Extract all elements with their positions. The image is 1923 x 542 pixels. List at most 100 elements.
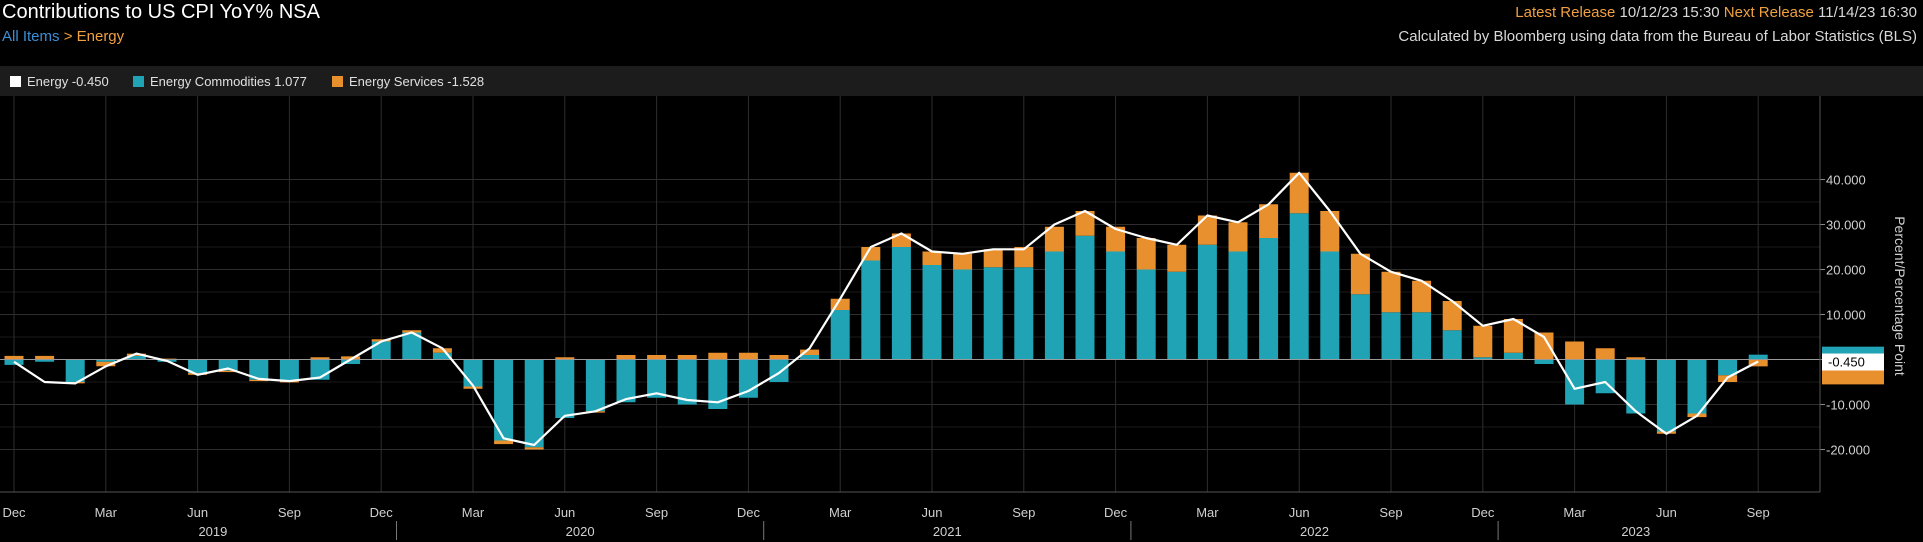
services-bar [249, 379, 269, 382]
legend-value: -0.450 [71, 74, 109, 89]
commodities-bar [279, 359, 299, 382]
services-bar [738, 352, 758, 360]
commodities-bar [188, 359, 208, 373]
commodities-bar [65, 359, 85, 382]
commodities-bar [1626, 359, 1646, 414]
commodities-bar [1687, 359, 1707, 414]
y-tick-label: 20.000 [1826, 263, 1866, 278]
services-bar [1044, 226, 1064, 252]
services-bar [1503, 319, 1523, 353]
year-label: 2019 [198, 524, 227, 539]
commodities-bar [1718, 359, 1738, 376]
services-bar [983, 249, 1003, 268]
services-bar [1014, 247, 1034, 268]
commodities-bar [1197, 244, 1217, 360]
services-bar [1626, 357, 1646, 360]
commodities-bar [861, 260, 881, 360]
services-bar [310, 357, 330, 360]
x-tick-label: Mar [462, 505, 485, 520]
legend-bar: Energy -0.450 Energy Commodities 1.077 E… [0, 66, 1923, 96]
contributions-chart[interactable]: 40.00030.00020.00010.0000.000-10.000-20.… [0, 96, 1923, 542]
legend-item-energy[interactable]: Energy -0.450 [10, 74, 109, 89]
energy-commodities-swatch [133, 76, 144, 87]
services-bar [1473, 325, 1493, 358]
services-bar [494, 440, 514, 445]
legend-item-energy-commodities[interactable]: Energy Commodities 1.077 [133, 74, 307, 89]
legend-item-energy-services[interactable]: Energy Services -1.528 [332, 74, 484, 89]
year-label: 2022 [1300, 524, 1329, 539]
services-bar [1136, 238, 1156, 270]
commodities-bar [1167, 271, 1187, 360]
services-bar [647, 355, 667, 360]
services-bar [830, 298, 850, 310]
x-tick-label: Mar [829, 505, 852, 520]
commodities-bar [463, 359, 483, 387]
commodities-bar [769, 359, 789, 382]
services-bar [616, 355, 636, 360]
commodities-bar [96, 359, 116, 362]
x-tick-label: Jun [1656, 505, 1677, 520]
services-value-tag [1822, 370, 1884, 385]
breadcrumb-root-link[interactable]: All Items [2, 28, 60, 45]
commodities-bar [1044, 251, 1064, 360]
commodities-bar [524, 359, 544, 448]
commodities-bar [35, 359, 55, 362]
legend-label: Energy Services [349, 74, 444, 89]
services-bar [432, 348, 452, 353]
release-info: Latest Release 10/12/23 15:30 Next Relea… [1515, 4, 1917, 21]
commodities-bar [800, 355, 820, 360]
breadcrumb: All Items > Energy [2, 28, 124, 45]
x-tick-label: Sep [645, 505, 668, 520]
services-bar [1228, 222, 1248, 252]
x-tick-label: Mar [1196, 505, 1219, 520]
y-tick-label: -10.000 [1826, 398, 1870, 413]
services-bar [1320, 211, 1340, 252]
energy-value-tag [1822, 353, 1884, 371]
services-bar [1748, 359, 1768, 367]
x-tick-label: Dec [1471, 505, 1495, 520]
commodities-bar [647, 359, 667, 398]
energy-value-label: -0.450 [1828, 355, 1865, 370]
services-bar [1534, 332, 1554, 360]
commodities-bar [1748, 354, 1768, 360]
next-release-value: 11/14/23 16:30 [1818, 4, 1917, 21]
commodities-bar [494, 359, 514, 441]
commodities-bar [677, 359, 697, 405]
commodities-bar [585, 359, 605, 412]
commodities-bar [126, 355, 146, 360]
commodities-bar [616, 359, 636, 403]
services-bar [555, 357, 575, 360]
x-tick-label: Dec [2, 505, 26, 520]
x-tick-label: Sep [1747, 505, 1770, 520]
y-tick-label: -20.000 [1826, 443, 1870, 458]
commodities-bar [1289, 213, 1309, 360]
services-bar [1442, 301, 1462, 331]
legend-value: -1.528 [447, 74, 485, 89]
services-bar [1289, 172, 1309, 214]
commodities-bar [1473, 357, 1493, 360]
energy-line [13, 171, 1759, 447]
services-bar [1197, 215, 1217, 245]
services-bar [677, 355, 697, 360]
x-tick-label: Dec [1104, 505, 1128, 520]
services-bar [1565, 341, 1585, 360]
latest-release-label: Latest Release [1515, 4, 1616, 21]
commodities-bar [1075, 235, 1095, 360]
commodities-bar [1534, 359, 1554, 364]
legend-label: Energy Commodities [150, 74, 271, 89]
commodities-bar [708, 359, 728, 409]
chart-header: Contributions to US CPI YoY% NSA All Ite… [0, 0, 1923, 60]
energy-swatch [10, 76, 21, 87]
services-bar [1412, 280, 1432, 313]
commodities-bar [371, 341, 391, 360]
commodities-bar [1595, 359, 1615, 394]
services-bar [769, 355, 789, 360]
services-bar [1075, 211, 1095, 236]
services-bar [402, 330, 422, 333]
x-tick-label: Jun [187, 505, 208, 520]
commodities-bar [1136, 269, 1156, 360]
x-tick-label: Dec [737, 505, 761, 520]
x-tick-label: Dec [370, 505, 394, 520]
next-release-label: Next Release [1723, 4, 1814, 21]
commodities-bar [402, 332, 422, 360]
